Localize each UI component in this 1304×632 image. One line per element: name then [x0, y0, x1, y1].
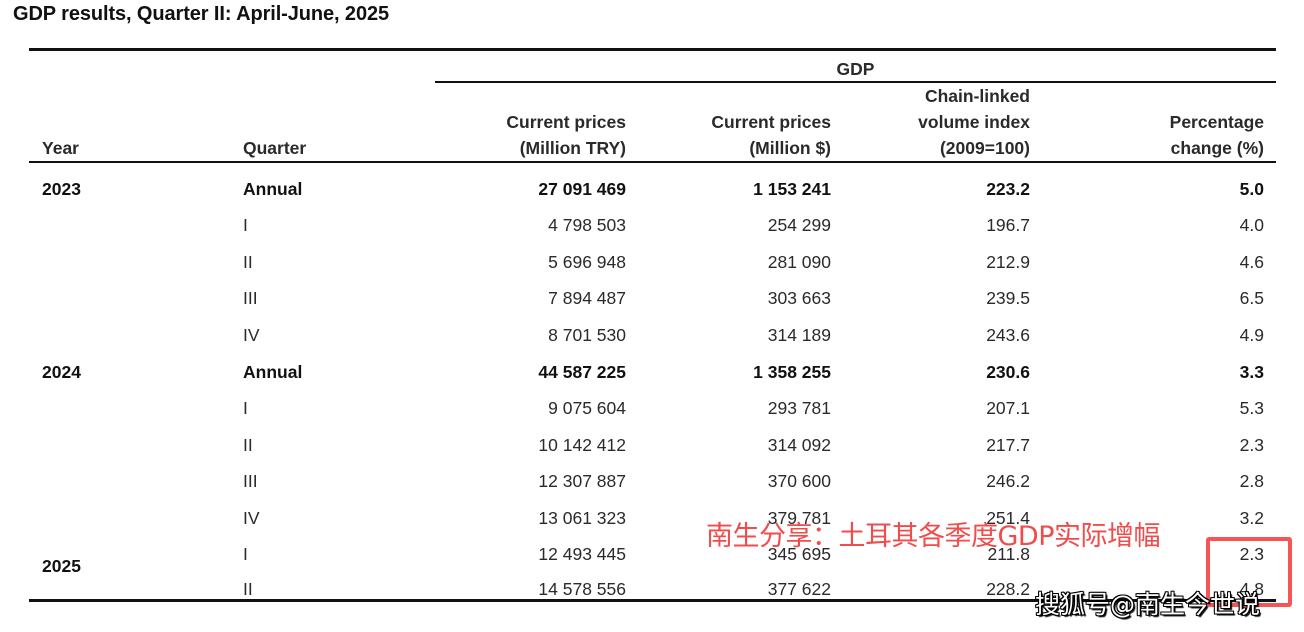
- cell-try: 4 798 503: [548, 215, 626, 235]
- cell-index: 207.1: [986, 398, 1030, 418]
- cell-usd: 281 090: [767, 252, 831, 272]
- table-row: IV 13 061 323 379 781 251.4 3.2: [0, 503, 1304, 533]
- gdp-group-rule: [435, 81, 1276, 83]
- cell-index: 246.2: [986, 471, 1030, 491]
- cell-pct: 4.6: [1239, 252, 1264, 272]
- cell-quarter: Annual: [243, 362, 303, 382]
- cell-pct: 4.9: [1239, 325, 1264, 345]
- cell-pct: 4.0: [1239, 215, 1264, 235]
- cell-usd: 370 600: [767, 471, 831, 491]
- cell-usd: 379 781: [767, 508, 831, 528]
- cell-pct: 4.8: [1239, 579, 1264, 599]
- cell-usd: 303 663: [767, 288, 831, 308]
- cell-try: 13 061 323: [538, 508, 626, 528]
- cell-pct: 2.8: [1239, 471, 1264, 491]
- cell-usd: 314 189: [767, 325, 831, 345]
- cell-index: 223.2: [986, 179, 1030, 199]
- header-idx-line2: volume index: [918, 112, 1030, 132]
- header-usd-line1: Current prices: [711, 112, 831, 132]
- header-try-line2: (Million TRY): [519, 138, 626, 158]
- cell-quarter: I: [243, 398, 248, 418]
- cell-quarter: IV: [243, 508, 260, 528]
- table-row: II 10 142 412 314 092 217.7 2.3: [0, 430, 1304, 460]
- cell-quarter: I: [243, 544, 248, 564]
- cell-quarter: III: [243, 288, 258, 308]
- cell-year: 2023: [42, 179, 81, 199]
- header-percentage-change: Percentage change (%): [1064, 109, 1264, 161]
- header-pct-line2: change (%): [1170, 138, 1264, 158]
- cell-try: 7 894 487: [548, 288, 626, 308]
- cell-quarter: Annual: [243, 179, 303, 199]
- table-row: II 5 696 948 281 090 212.9 4.6: [0, 247, 1304, 277]
- header-idx-line3: (2009=100): [939, 138, 1030, 158]
- table-row: 2024 Annual 44 587 225 1 358 255 230.6 3…: [0, 357, 1304, 387]
- cell-pct: 6.5: [1239, 288, 1264, 308]
- gdp-group-header: GDP: [836, 59, 875, 79]
- cell-pct: 2.3: [1239, 435, 1264, 455]
- table-row: I 4 798 503 254 299 196.7 4.0: [0, 210, 1304, 240]
- page-title: GDP results, Quarter II: April-June, 202…: [13, 3, 390, 25]
- table-row: II 14 578 556 377 622 228.2 4.8: [0, 574, 1304, 604]
- cell-pct: 2.3: [1239, 544, 1264, 564]
- cell-try: 9 075 604: [548, 398, 626, 418]
- cell-index: 228.2: [986, 579, 1030, 599]
- cell-index: 239.5: [986, 288, 1030, 308]
- table-row: III 7 894 487 303 663 239.5 6.5: [0, 283, 1304, 313]
- table-row: III 12 307 887 370 600 246.2 2.8: [0, 466, 1304, 496]
- header-current-prices-usd: Current prices (Million $): [631, 109, 831, 161]
- header-try-line1: Current prices: [506, 112, 626, 132]
- cell-pct: 5.3: [1239, 398, 1264, 418]
- cell-index: 211.8: [987, 544, 1031, 564]
- highlight-box: [1206, 537, 1292, 607]
- cell-try: 14 578 556: [538, 579, 626, 599]
- header-volume-index: Chain-linked volume index (2009=100): [830, 83, 1030, 161]
- cell-try: 12 307 887: [538, 471, 626, 491]
- header-current-prices-try: Current prices (Million TRY): [426, 109, 626, 161]
- cell-index: 196.7: [986, 215, 1030, 235]
- cell-try: 27 091 469: [538, 179, 626, 199]
- cell-usd: 293 781: [767, 398, 831, 418]
- cell-try: 12 493 445: [538, 544, 626, 564]
- cell-index: 251.4: [986, 508, 1030, 528]
- table-row: I 9 075 604 293 781 207.1 5.3: [0, 393, 1304, 423]
- header-idx-line1: Chain-linked: [924, 86, 1030, 106]
- cell-year-2025: 2025: [42, 556, 81, 576]
- cell-usd: 345 695: [767, 544, 831, 564]
- cell-usd: 1 153 241: [753, 179, 831, 199]
- cell-index: 217.7: [986, 435, 1030, 455]
- watermark: 搜狐号@南生今世说: [1035, 590, 1261, 619]
- cell-index: 243.6: [986, 325, 1030, 345]
- cell-index: 230.6: [986, 362, 1030, 382]
- table-top-rule: [29, 48, 1276, 51]
- cell-index: 212.9: [986, 252, 1030, 272]
- cell-quarter: I: [243, 215, 248, 235]
- cell-try: 8 701 530: [548, 325, 626, 345]
- cell-usd: 377 622: [767, 579, 831, 599]
- cell-try: 5 696 948: [548, 252, 626, 272]
- cell-quarter: III: [243, 471, 258, 491]
- header-quarter: Quarter: [243, 138, 307, 158]
- cell-quarter: IV: [243, 325, 260, 345]
- table-bottom-rule: [29, 599, 1276, 602]
- table-row: I 12 493 445 345 695 211.8 2.3: [0, 539, 1304, 569]
- header-bottom-rule: [29, 161, 1276, 163]
- table-row: 2023 Annual 27 091 469 1 153 241 223.2 5…: [0, 174, 1304, 204]
- cell-quarter: II: [243, 579, 253, 599]
- cell-pct: 5.0: [1239, 179, 1264, 199]
- cell-usd: 254 299: [767, 215, 831, 235]
- cell-pct: 3.3: [1239, 362, 1264, 382]
- cell-try: 44 587 225: [538, 362, 626, 382]
- header-pct-line1: Percentage: [1169, 112, 1264, 132]
- cell-quarter: II: [243, 252, 253, 272]
- header-year: Year: [42, 138, 79, 158]
- cell-quarter: II: [243, 435, 253, 455]
- table-row: IV 8 701 530 314 189 243.6 4.9: [0, 320, 1304, 350]
- cell-usd: 314 092: [767, 435, 831, 455]
- annotation-caption: 南生分享：土耳其各季度GDP实际增幅: [706, 521, 1161, 552]
- cell-year: 2024: [42, 362, 81, 382]
- header-usd-line2: (Million $): [749, 138, 831, 158]
- cell-try: 10 142 412: [538, 435, 626, 455]
- cell-usd: 1 358 255: [753, 362, 831, 382]
- cell-pct: 3.2: [1239, 508, 1264, 528]
